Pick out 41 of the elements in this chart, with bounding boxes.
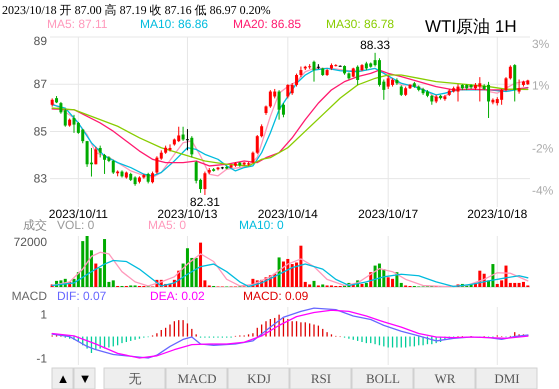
text: MA10: 0 — [239, 218, 284, 232]
text: WR — [434, 371, 456, 386]
x-tick-label: 2023/10/14 — [258, 207, 318, 221]
text: 72000 — [14, 235, 48, 249]
y2-tick-label: 1% — [532, 78, 550, 93]
y-tick-label: 87 — [34, 77, 48, 92]
chart-subtitle: 2023/10/18 开 87.00 高 87.19 收 87.16 低 86.97 0.20% — [2, 3, 271, 17]
x-tick-label: 2023/10/11 — [48, 207, 108, 221]
chart-title: 成交 — [23, 218, 47, 232]
text: 无 — [128, 371, 142, 386]
text: MA30: 86.78 — [326, 17, 394, 31]
text: MA5: 87.11 — [47, 17, 108, 31]
text: MACD — [177, 371, 217, 386]
y-tick-label: 89 — [34, 34, 48, 48]
x-tick-label: 2023/10/18 — [467, 207, 528, 221]
text: KDJ — [247, 371, 271, 386]
text: DIF: 0.07 — [57, 289, 107, 303]
y2-tick-label: -2% — [532, 141, 554, 156]
series-label: VOL: 0 — [57, 218, 95, 232]
text: ▼ — [78, 371, 92, 386]
y-tick-label: 85 — [34, 124, 48, 138]
series-label: MACD: 0.09 — [243, 289, 309, 303]
y-tick-label: 1 — [40, 308, 48, 322]
text: ▲ — [56, 371, 70, 386]
y-tick-label: 83 — [34, 172, 48, 186]
y2-tick-label: -4% — [532, 183, 554, 198]
chart-title: MACD — [12, 289, 48, 303]
chart-title: WTI原油 1H — [425, 17, 517, 36]
annotation: 88.33 — [360, 38, 390, 52]
text: DMI — [494, 371, 520, 386]
text: MA10: 86.86 — [140, 17, 208, 31]
text: RSI — [310, 371, 332, 386]
text: MA5: 0 — [148, 218, 186, 232]
x-tick-label: 2023/10/13 — [157, 207, 218, 221]
text: DEA: 0.02 — [150, 289, 206, 303]
annotation: 82.31 — [190, 194, 220, 209]
y2-tick-label: 3% — [532, 36, 550, 51]
y-tick-label: -1 — [36, 351, 48, 366]
text: MA20: 86.85 — [233, 17, 302, 31]
text: BOLL — [366, 371, 400, 386]
x-tick-label: 2023/10/17 — [358, 207, 419, 221]
